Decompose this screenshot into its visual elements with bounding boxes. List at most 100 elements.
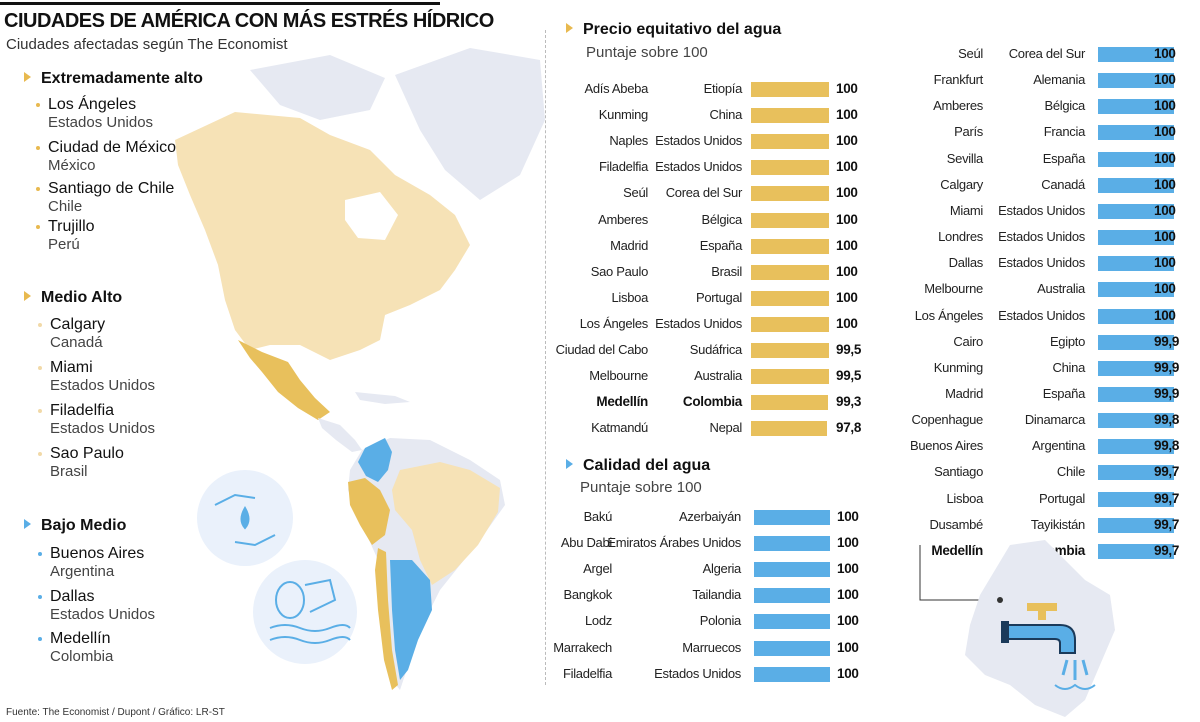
quality-title-text: Calidad del agua: [583, 457, 711, 474]
city-country: Canadá: [50, 334, 103, 351]
north-america-shape: [175, 112, 470, 360]
bar: [1098, 543, 1174, 559]
bar-value-label: 100: [836, 315, 858, 331]
city-entry: Calgary Canadá: [38, 316, 105, 351]
bar-city-label: Londres: [938, 229, 983, 245]
city-entry: Ciudad de México México: [36, 139, 176, 174]
city-name: Buenos Aires: [50, 545, 145, 562]
category-heading: Bajo Medio: [24, 517, 126, 535]
city-entry: Dallas Estados Unidos: [38, 588, 155, 623]
faucet-icon: [1001, 603, 1096, 690]
americas-map: [175, 48, 545, 690]
bar: [754, 666, 830, 682]
bar-value-label: 100: [1154, 307, 1176, 323]
city-country: Perú: [48, 236, 80, 253]
hudson-bay-shape: [345, 192, 398, 240]
bullet-dot-icon: [36, 225, 40, 229]
bar-value-label: 99,7: [1154, 542, 1180, 558]
bar: [751, 316, 829, 332]
city-name: Santiago de Chile: [48, 180, 175, 197]
bar: [1098, 125, 1174, 141]
city-country: México: [48, 157, 96, 174]
category-heading: Medio Alto: [24, 289, 122, 307]
city-country: Chile: [48, 198, 83, 215]
bar: [1098, 517, 1174, 533]
bullet-dot-icon: [36, 103, 40, 107]
bar-country-label: Sudáfrica: [689, 342, 743, 357]
page-title: CIUDADES DE AMÉRICA CON MÁS ESTRÉS HÍDRI…: [4, 10, 494, 32]
bar-value-label: 100: [1154, 255, 1176, 271]
bar: [754, 614, 830, 630]
bullet-dot-icon: [38, 409, 42, 413]
bar-city-label: Bakú: [583, 509, 613, 524]
bar-value-label: 100: [1154, 176, 1176, 192]
bar-value-label: 100: [1154, 150, 1176, 166]
bullet-dot-icon: [38, 323, 42, 327]
bar-value-label: 100: [1154, 98, 1176, 114]
triangle-bullet-icon: [24, 291, 31, 301]
bar: [751, 186, 829, 202]
bar: [1098, 465, 1174, 481]
bar-city-label: Calgary: [940, 176, 983, 192]
bar-country-label: Canadá: [1041, 176, 1085, 192]
bar-country-label: Egipto: [1049, 333, 1085, 349]
city-entry: Los Ángeles Estados Unidos: [36, 96, 153, 131]
bar-value-label: 100: [837, 535, 859, 551]
bar-country-label: Estados Unidos: [998, 307, 1085, 323]
bar: [751, 160, 829, 176]
bar: [1098, 230, 1174, 246]
bar-country-label: Corea del Sur: [665, 185, 743, 201]
bar-value-label: 100: [837, 613, 859, 629]
bar: [754, 510, 830, 525]
bar-city-label: Miami: [949, 202, 983, 218]
bar-city-label: Adís Abeba: [584, 81, 649, 96]
bar: [1098, 203, 1174, 219]
bar-country-label: Portugal: [695, 289, 742, 305]
bar: [751, 108, 829, 124]
bar-city-label: Bangkok: [563, 587, 613, 603]
bar-value-label: 100: [836, 159, 858, 175]
bar-city-label: Los Ángeles: [579, 315, 649, 331]
bar-city-label: Katmandú: [591, 420, 648, 436]
peru-shape: [348, 478, 390, 545]
bar-city-label: Marrakech: [553, 639, 612, 655]
bar-city-label: Madrid: [945, 385, 983, 401]
brazil-shape: [392, 462, 500, 585]
bar-value-label: 99,3: [836, 394, 862, 410]
bar-country-label: Australia: [1037, 281, 1085, 297]
city-entry: Santiago de Chile Chile: [36, 180, 175, 215]
bar-city-label: Melbourne: [589, 368, 648, 384]
bar-value-label: 99,7: [1154, 490, 1180, 506]
bar-country-label: Marruecos: [682, 639, 741, 655]
bar: [1098, 73, 1174, 89]
bar-country-label: España: [1042, 150, 1086, 166]
bar: [751, 421, 828, 437]
price-section-title: Precio equitativo del agua: [566, 21, 781, 39]
bar-value-label: 100: [1154, 281, 1176, 297]
bar-city-label: Frankfurt: [933, 72, 984, 88]
bar-city-label: Santiago: [934, 464, 983, 480]
bar-city-label: Melbourne: [924, 281, 983, 297]
bar-value-label: 100: [837, 639, 859, 655]
category-label: Extremadamente alto: [41, 70, 203, 87]
bar-country-label: Estados Unidos: [655, 159, 742, 175]
bar-city-label: Ciudad del Cabo: [555, 342, 649, 357]
bar-value-label: 100: [836, 81, 858, 96]
bar: [754, 588, 830, 604]
bar-country-label: Estados Unidos: [998, 229, 1085, 245]
bar-city-label: Sevilla: [946, 150, 984, 166]
bar-country-label: Polonia: [699, 613, 742, 629]
bar: [751, 134, 829, 150]
bar-value-label: 100: [836, 237, 858, 253]
pipe-water-circle: [253, 560, 357, 664]
bar: [751, 343, 829, 358]
bar-value-label: 97,8: [836, 420, 862, 436]
bar-city-label: Medellín: [931, 542, 983, 558]
bar-city-label: Seúl: [623, 185, 648, 201]
city-name: Miami: [50, 359, 93, 376]
arctic-islands-shape: [250, 55, 385, 120]
bar-value-label: 100: [836, 185, 858, 201]
bar-value-label: 99,5: [836, 342, 862, 357]
pipe-water-icon: [269, 578, 351, 644]
bar-city-label: Medellín: [596, 394, 648, 410]
